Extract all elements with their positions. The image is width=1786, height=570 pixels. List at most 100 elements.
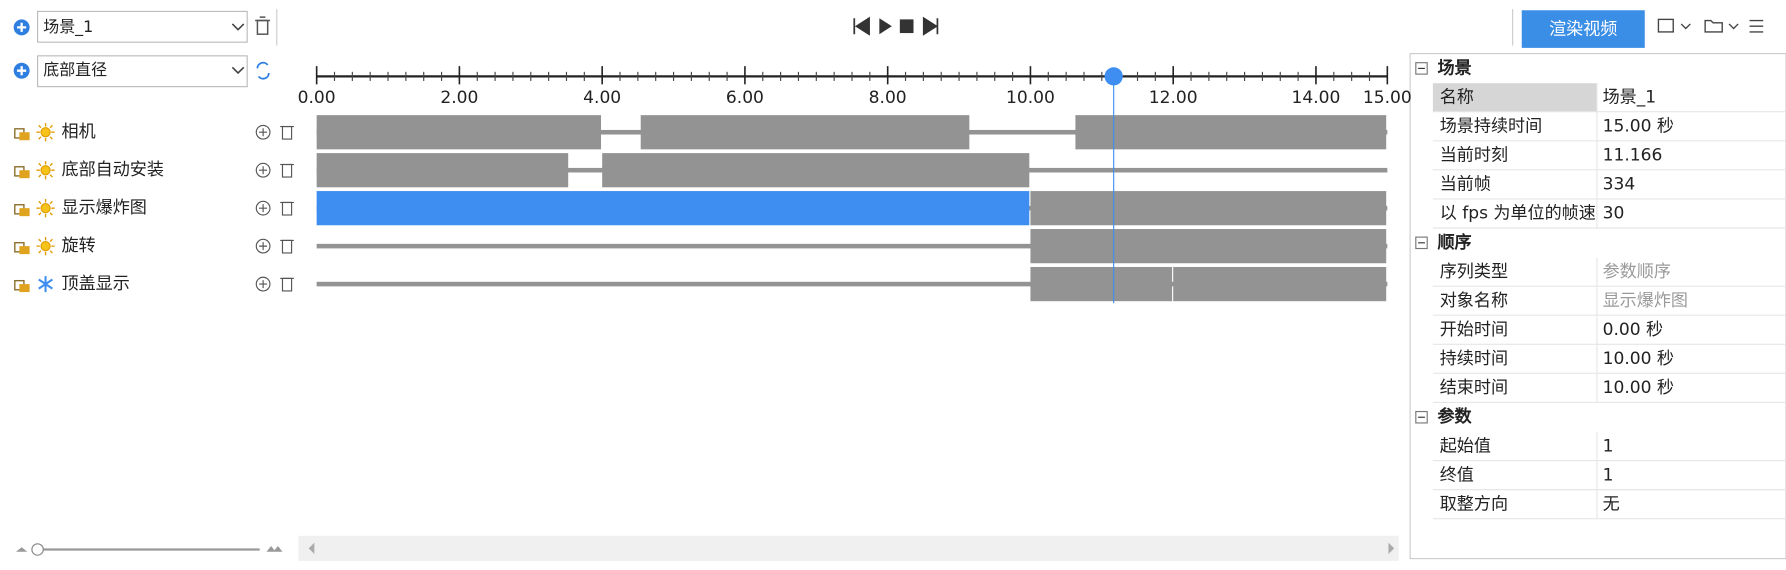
zoom-out-icon[interactable] [15, 547, 28, 552]
scene-select[interactable] [37, 10, 248, 43]
time-tick-label: 2.00 [440, 88, 478, 108]
add-key-button[interactable] [255, 124, 271, 140]
property-value[interactable]: 30 [1603, 204, 1625, 224]
property-value[interactable]: 11.166 [1603, 146, 1663, 166]
dropdown-arrow [231, 23, 245, 31]
stop-button[interactable] [899, 19, 914, 34]
property-name: 名称 [1440, 87, 1474, 107]
properties-panel [1409, 53, 1786, 560]
time-tick-label: 14.00 [1292, 88, 1341, 108]
property-value: 参数顺序 [1603, 262, 1671, 282]
add-key-button[interactable] [255, 238, 271, 254]
add-key-icon [259, 204, 268, 213]
add-icon [17, 66, 27, 76]
visibility-icon [40, 165, 51, 176]
track-block[interactable] [1030, 266, 1173, 302]
rewind-button[interactable] [853, 16, 870, 36]
add-icon [17, 22, 27, 32]
time-tick-label: 6.00 [726, 88, 764, 108]
property-value[interactable]: 15.00 秒 [1603, 117, 1674, 137]
track-select-text: 底部直径 [43, 60, 107, 79]
time-tick-label: 4.00 [583, 88, 621, 108]
lock-icon [19, 208, 30, 217]
visibility-rays [36, 237, 55, 256]
delete-track-button[interactable] [281, 201, 293, 216]
playhead-handle[interactable] [1104, 67, 1123, 86]
track-block[interactable] [1173, 266, 1387, 302]
property-value: 显示爆炸图 [1603, 291, 1688, 311]
add-key-icon [259, 128, 268, 137]
zoom-in-icon[interactable] [266, 546, 283, 552]
property-name: 开始时间 [1440, 320, 1508, 340]
time-tick-label: 12.00 [1149, 88, 1198, 108]
property-value[interactable]: 334 [1603, 175, 1636, 195]
forward-button[interactable] [922, 16, 939, 36]
property-name: 当前时刻 [1440, 146, 1508, 166]
render-button[interactable] [1521, 10, 1645, 48]
lock-icon [19, 170, 30, 179]
settings-button[interactable] [1749, 19, 1764, 33]
track-block[interactable] [1030, 191, 1387, 226]
property-value[interactable]: 10.00 秒 [1603, 378, 1674, 398]
time-tick-label: 8.00 [869, 88, 907, 108]
visibility-icon [40, 203, 51, 214]
add-key-icon [259, 166, 268, 175]
visibility-rays [36, 199, 55, 218]
delete-track-button[interactable] [281, 239, 293, 254]
property-value[interactable]: 0.00 秒 [1603, 320, 1664, 340]
property-name: 序列类型 [1440, 262, 1508, 282]
time-tick-label: 0.00 [298, 88, 336, 108]
visibility-rays [36, 123, 55, 142]
add-key-button[interactable] [255, 276, 271, 292]
property-value[interactable]: 场景_1 [1603, 87, 1657, 107]
track-name: 相机 [62, 122, 96, 142]
track-block[interactable] [1075, 115, 1387, 150]
refresh-button[interactable] [256, 61, 270, 80]
property-value[interactable]: 无 [1603, 494, 1620, 514]
track-block[interactable] [640, 115, 970, 150]
track-name: 旋转 [62, 236, 96, 256]
track-block[interactable] [316, 153, 569, 188]
add-key-button[interactable] [255, 200, 271, 216]
track-baseline [316, 243, 1388, 249]
property-name: 对象名称 [1440, 291, 1508, 311]
scroll-left[interactable] [308, 542, 315, 555]
time-tick-label: 15.00 [1363, 88, 1412, 108]
track-block[interactable] [316, 115, 602, 150]
visibility-icon [38, 276, 53, 293]
property-value[interactable]: 10.00 秒 [1603, 349, 1674, 369]
visibility-icon [40, 240, 51, 252]
delete-track-button[interactable] [281, 125, 293, 140]
property-name: 结束时间 [1440, 378, 1508, 398]
render-button-text: 渲染视频 [1549, 20, 1617, 40]
add-key-icon [259, 280, 268, 289]
property-value[interactable]: 1 [1603, 436, 1614, 456]
scene-select-text: 场景_1 [43, 17, 93, 37]
property-value[interactable]: 1 [1603, 465, 1614, 485]
property-name: 持续时间 [1440, 349, 1508, 369]
scroll-right[interactable] [1388, 542, 1395, 555]
section-title: 场景 [1437, 58, 1471, 78]
lock-icon [19, 246, 30, 255]
track-block[interactable] [316, 191, 1030, 226]
property-name: 场景持续时间 [1440, 117, 1542, 137]
track-name: 底部自动安装 [62, 160, 164, 180]
delete-track-button[interactable] [281, 163, 293, 178]
track-block[interactable] [602, 153, 1030, 188]
add-key-button[interactable] [255, 162, 271, 178]
track-block[interactable] [1030, 229, 1387, 264]
zoom-slider-handle[interactable] [31, 543, 44, 556]
transport-controls [853, 16, 939, 36]
delete-track-button[interactable] [281, 277, 293, 292]
play-button[interactable] [879, 18, 892, 35]
image-button[interactable] [1657, 18, 1674, 33]
property-name: 当前帧 [1440, 175, 1491, 195]
horizontal-scrollbar[interactable] [298, 535, 1399, 561]
track-select[interactable] [37, 55, 248, 88]
open-button[interactable] [1704, 19, 1723, 33]
track-baseline [316, 281, 1388, 287]
delete-scene-button[interactable] [255, 16, 270, 35]
dropdown-arrow [231, 66, 245, 75]
